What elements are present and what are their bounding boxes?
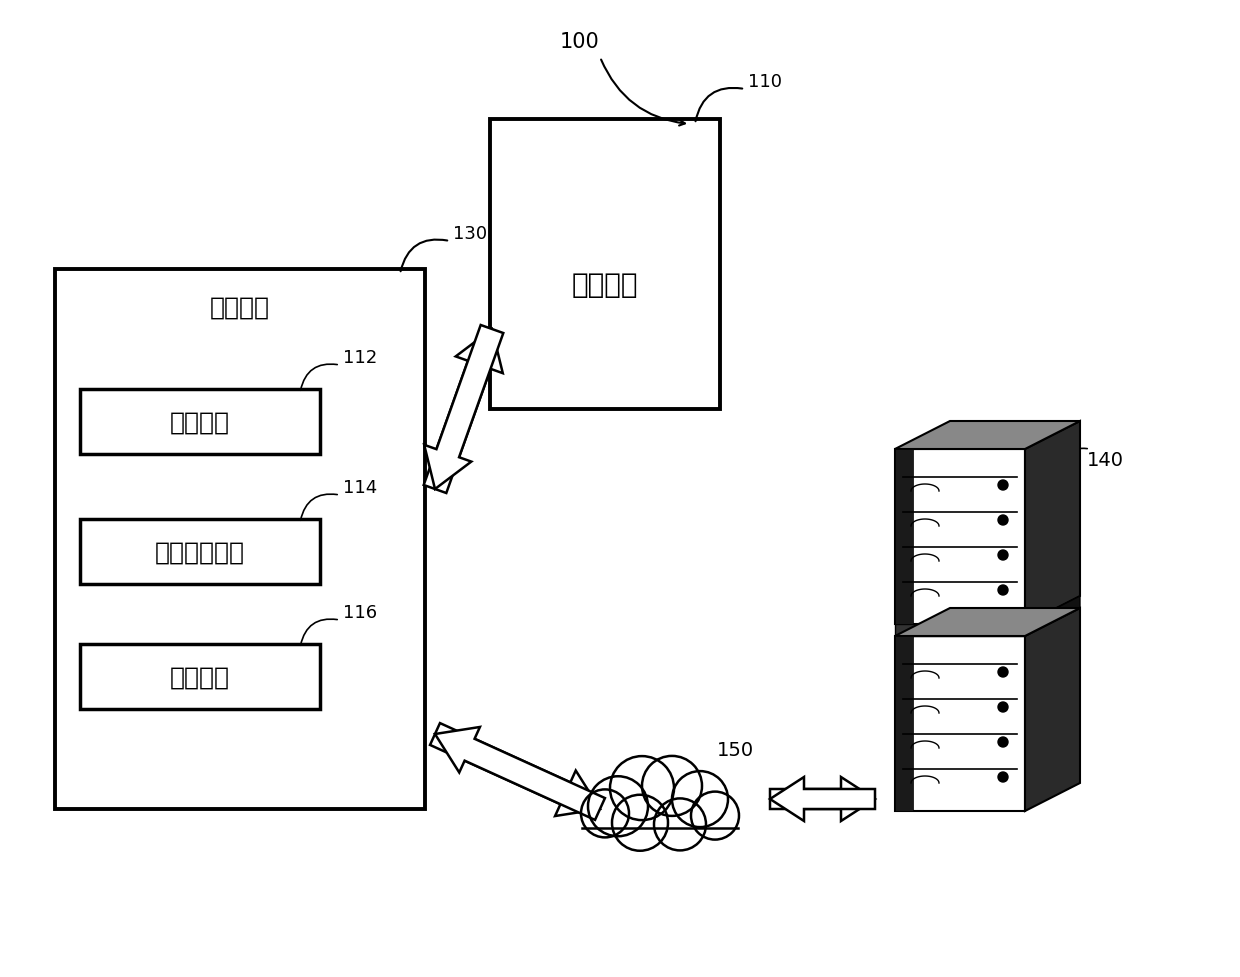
Polygon shape [895,449,913,624]
Text: 114: 114 [343,479,377,496]
Polygon shape [430,723,600,816]
Polygon shape [895,624,1025,636]
Circle shape [998,481,1008,490]
Text: 140: 140 [1086,450,1123,469]
Text: 数据转换模块: 数据转换模块 [155,540,246,564]
Circle shape [582,789,629,837]
Text: 150: 150 [717,740,754,759]
Circle shape [998,550,1008,561]
Circle shape [998,516,1008,526]
Polygon shape [895,636,913,811]
Circle shape [610,756,675,821]
Circle shape [672,771,728,828]
Circle shape [691,791,739,840]
Polygon shape [1025,596,1080,636]
Circle shape [998,772,1008,783]
Polygon shape [435,727,605,820]
Polygon shape [895,421,1080,449]
Text: 预测模型: 预测模型 [170,664,229,689]
Polygon shape [424,325,503,489]
Polygon shape [770,778,875,821]
Bar [55,270,425,809]
Text: 计算设备: 计算设备 [210,296,270,319]
Polygon shape [895,636,1025,811]
Circle shape [998,667,1008,677]
Polygon shape [424,329,502,493]
Polygon shape [1025,609,1080,811]
Text: 130: 130 [453,225,487,242]
Circle shape [613,795,668,851]
Bar [81,390,320,454]
Text: 112: 112 [343,349,377,366]
Polygon shape [895,449,1025,624]
Circle shape [653,798,706,851]
Circle shape [588,777,649,836]
Bar [582,828,738,856]
Circle shape [998,585,1008,595]
Text: 比对单元: 比对单元 [572,271,639,299]
Polygon shape [1025,421,1080,624]
Bar [81,520,320,584]
Circle shape [642,756,702,816]
Circle shape [998,738,1008,747]
Text: 116: 116 [343,604,377,621]
Circle shape [998,702,1008,712]
Text: 110: 110 [748,73,782,91]
Polygon shape [770,778,875,821]
Bar [490,120,720,409]
Text: 过滤单元: 过滤单元 [170,410,229,434]
Polygon shape [895,609,1080,636]
Text: 100: 100 [560,32,600,52]
Bar [81,645,320,709]
